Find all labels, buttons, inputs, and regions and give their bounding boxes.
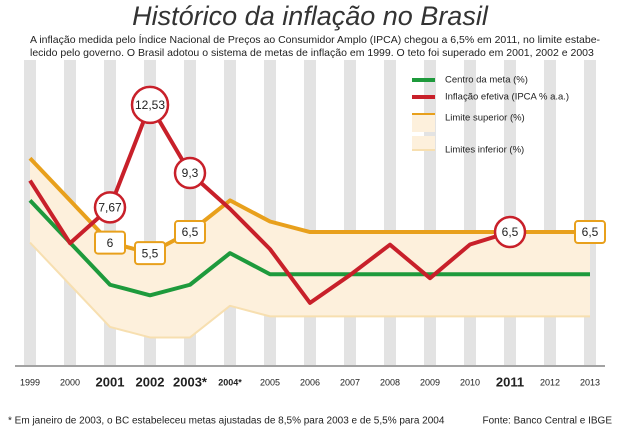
- x-tick-label: 2003*: [173, 374, 208, 389]
- series-line: [29, 241, 590, 339]
- x-tick-label: 2008: [380, 377, 400, 387]
- data-label: 6,5: [182, 225, 199, 239]
- legend-label: Limites inferior (%): [445, 145, 524, 156]
- x-tick-label: 2002: [136, 374, 165, 389]
- series-line: [28, 199, 590, 298]
- legend-swatch: [412, 114, 435, 132]
- data-label: 6,5: [582, 225, 599, 239]
- x-tick-label: 2010: [460, 377, 480, 387]
- value-box: [94, 230, 126, 255]
- value-box: [574, 220, 606, 245]
- value-box: [174, 220, 206, 245]
- x-tick-label: 2012: [540, 377, 560, 387]
- value-circle: [130, 85, 170, 125]
- x-tick-label: 2004*: [218, 377, 242, 387]
- x-tick-label: 2006: [300, 377, 320, 387]
- chart-title: Histórico da inflação no Brasil: [132, 1, 489, 31]
- value-box: [134, 241, 166, 266]
- x-tick-label: 2011: [496, 374, 524, 389]
- data-label: 5,5: [142, 246, 159, 260]
- data-label: 6: [107, 236, 114, 250]
- x-tick-label: 2000: [60, 377, 80, 387]
- subtitle-line: lecido pelo governo. O Brasil adotou o s…: [30, 47, 594, 59]
- stripe: [464, 60, 476, 365]
- target-band: [30, 158, 590, 338]
- stripe: [264, 60, 276, 365]
- legend-label: Inflação efetiva (IPCA % a.a.): [445, 92, 569, 103]
- stripe: [544, 60, 556, 365]
- stripe: [344, 60, 356, 365]
- legend-label: Limite superior (%): [445, 113, 525, 124]
- value-circle: [173, 156, 207, 190]
- x-tick-label: 2007: [340, 377, 360, 387]
- data-label: 7,67: [98, 201, 122, 215]
- stripe: [424, 60, 436, 365]
- source: Fonte: Banco Central e IBGE: [482, 416, 612, 427]
- x-tick-label: 1999: [20, 377, 40, 387]
- data-label: 6,5: [502, 225, 519, 239]
- footnote: * Em janeiro de 2003, o BC estabeleceu m…: [8, 416, 445, 427]
- data-label: 9,3: [182, 166, 199, 180]
- value-circle: [493, 215, 527, 249]
- stripe: [504, 60, 516, 365]
- subtitle-line: A inflação medida pelo Índice Nacional d…: [30, 33, 601, 46]
- x-tick-label: 2005: [260, 377, 280, 387]
- x-tick-label: 2001: [96, 374, 125, 389]
- x-tick-label: 2009: [420, 377, 440, 387]
- stripe: [304, 60, 316, 365]
- stripe: [584, 60, 596, 365]
- value-circle: [93, 191, 127, 224]
- data-label: 12,53: [135, 98, 165, 112]
- legend-swatch: [412, 136, 435, 150]
- stripe: [384, 60, 396, 365]
- x-tick-label: 2013: [580, 377, 600, 387]
- legend-label: Centro da meta (%): [445, 75, 528, 86]
